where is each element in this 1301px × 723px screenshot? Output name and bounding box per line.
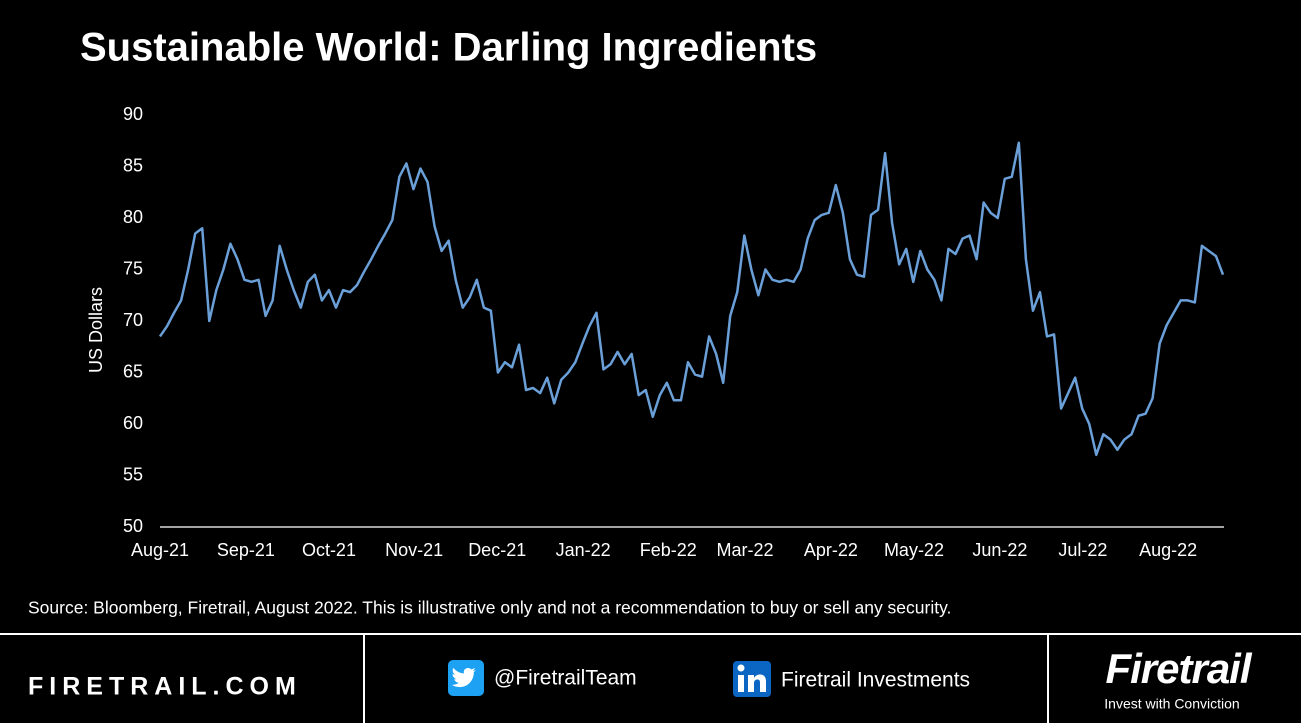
linkedin-icon[interactable] xyxy=(733,661,771,697)
x-tick-label: May-22 xyxy=(884,540,944,560)
logo[interactable]: Firetrail xyxy=(1105,645,1253,692)
x-tick-label: Jun-22 xyxy=(972,540,1027,560)
price-line xyxy=(158,141,1225,457)
source-note: Source: Bloomberg, Firetrail, August 202… xyxy=(28,598,951,618)
x-tick-label: Nov-21 xyxy=(385,540,443,560)
x-tick-label: Mar-22 xyxy=(716,540,773,560)
chart-title: Sustainable World: Darling Ingredients xyxy=(80,26,817,70)
y-tick-label: 85 xyxy=(123,155,143,175)
x-tick-label: Sep-21 xyxy=(217,540,275,560)
x-tick-label: Jan-22 xyxy=(556,540,611,560)
y-tick-label: 75 xyxy=(123,258,143,278)
y-tick-label: 60 xyxy=(123,413,143,433)
x-tick-label: Dec-21 xyxy=(468,540,526,560)
website[interactable]: FIRETRAIL.COM xyxy=(28,673,302,701)
x-tick-label: Oct-21 xyxy=(302,540,356,560)
y-tick-label: 90 xyxy=(123,104,143,124)
x-tick-label: Feb-22 xyxy=(640,540,697,560)
tagline: Invest with Conviction xyxy=(1104,696,1239,712)
linkedin-name[interactable]: Firetrail Investments xyxy=(781,669,970,692)
x-tick-label: Apr-22 xyxy=(804,540,858,560)
y-tick-label: 50 xyxy=(123,516,143,536)
y-tick-label: 70 xyxy=(123,310,143,330)
twitter-handle[interactable]: @FiretrailTeam xyxy=(494,667,637,690)
y-tick-label: 55 xyxy=(123,464,143,484)
x-tick-label: Aug-22 xyxy=(1139,540,1197,560)
twitter-icon[interactable] xyxy=(448,660,484,696)
x-tick-label: Jul-22 xyxy=(1058,540,1107,560)
x-tick-label: Aug-21 xyxy=(131,540,189,560)
y-tick-label: 65 xyxy=(123,361,143,381)
y-axis-label: US Dollars xyxy=(86,287,106,373)
y-tick-label: 80 xyxy=(123,207,143,227)
